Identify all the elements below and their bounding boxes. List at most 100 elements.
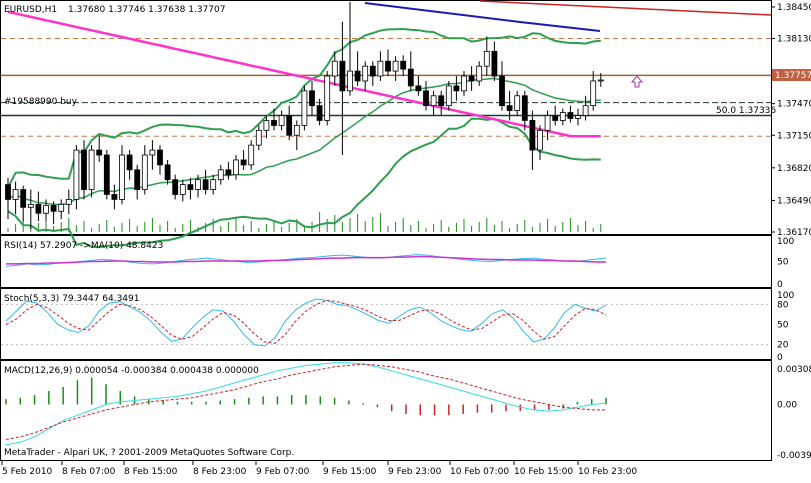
price-tick-label: 1.36170 (777, 228, 811, 238)
candle-body (43, 204, 49, 214)
candle-body (499, 75, 505, 107)
rsi-layer (5, 254, 607, 267)
candle-body (172, 179, 179, 195)
candle-body (400, 60, 407, 70)
candle-body (552, 115, 559, 121)
macd-panel-frame (0, 360, 772, 461)
candle-body (423, 90, 429, 107)
stoch-layer (1, 298, 771, 347)
candle-body (324, 75, 331, 121)
candle-body (233, 159, 239, 176)
candle-body (354, 70, 361, 82)
candle-body (12, 189, 19, 200)
candle-body (476, 65, 483, 82)
macd-label: MACD(12,26,9) 0.000054 -0.000384 0.00043… (4, 366, 259, 376)
time-tick-label: 8 Feb 15:00 (124, 467, 178, 477)
candle-body (126, 154, 133, 171)
current-price-tag-bg (772, 69, 811, 81)
time-tick-label: 5 Feb 2010 (2, 467, 53, 477)
price-tick-label: 1.36820 (777, 164, 811, 174)
candle-body (164, 164, 171, 181)
candle-body (111, 194, 118, 200)
candle-body (544, 115, 551, 131)
rsi-tick-label: 50 (777, 258, 789, 268)
candle-body (50, 204, 57, 212)
candle-body (263, 120, 270, 131)
candle-body (331, 60, 338, 77)
candle-body (461, 75, 467, 92)
price-tick-label: 1.37470 (777, 100, 811, 110)
copyright-label: MetaTrader - Alpari UK, ? 2001-2009 Meta… (4, 448, 294, 458)
candle-body (119, 154, 125, 200)
candle-body (362, 65, 369, 82)
candle-body (301, 90, 308, 126)
rsi-label: RSI(14) 57.2907 ->MA(10) 48.8423 (4, 241, 163, 251)
candle-body (5, 184, 11, 200)
time-tick-label: 8 Feb 07:00 (62, 467, 116, 477)
candle-body (369, 65, 376, 77)
time-tick-label: 9 Feb 07:00 (256, 467, 310, 477)
candle-body (225, 169, 232, 176)
axis-layer: 1.38450 1.38130 1.37470 1.37150 1.36820 1.364… (1, 3, 811, 477)
macd-signal-line (5, 363, 606, 440)
symbol-timeframe-label: EURUSD,H1 (4, 5, 57, 15)
macd-layer (5, 362, 607, 446)
candle-body (506, 105, 513, 111)
macd-main-line (5, 362, 607, 446)
macd-tick-label: -0.00397 (777, 451, 811, 461)
candle-body (217, 169, 224, 181)
candle-body (255, 129, 262, 146)
candle-body (377, 60, 384, 77)
rsi-ma-line (6, 255, 606, 265)
candle-body (392, 60, 399, 72)
candle-body (339, 60, 346, 92)
stoch-tick-label: 0 (777, 353, 783, 363)
price-layer (1, 0, 772, 249)
bollinger-upper-line (7, 27, 601, 189)
candle-body (134, 169, 141, 190)
stoch-main-line (5, 298, 607, 347)
macd-tick-label: 0.00308 (777, 365, 811, 375)
candle-body (293, 124, 300, 136)
candle-body (73, 149, 80, 200)
moving-average-blue-line (364, 2, 601, 32)
candle-body (210, 179, 217, 190)
order-label: #19588990 buy (4, 97, 78, 107)
candle-body (286, 115, 293, 136)
candle-body (58, 203, 65, 212)
time-tick-label: 10 Feb 07:00 (450, 467, 509, 477)
candle-body (195, 179, 201, 190)
candle-body (271, 120, 277, 126)
price-tick-label: 1.36490 (777, 196, 811, 206)
candle-body (149, 149, 156, 156)
candle-body (559, 112, 566, 121)
candle-body (27, 203, 34, 208)
stoch-tick-label: 20 (777, 341, 789, 351)
candle-body (430, 95, 437, 107)
candle-body (81, 149, 87, 190)
candle-body (514, 95, 521, 111)
stoch-signal-line (5, 299, 607, 344)
stoch-tick-label: 50 (777, 321, 789, 331)
moving-average-red-line (479, 0, 772, 16)
candle-body (483, 50, 490, 67)
candle-body (385, 60, 391, 72)
time-tick-label: 10 Feb 23:00 (578, 467, 637, 477)
stoch-tick-label: 100 (777, 291, 794, 301)
price-tick-label: 1.38450 (777, 3, 811, 13)
current-price-tag: 1.37757 (775, 71, 811, 81)
candle-body (157, 149, 163, 166)
candle-body (491, 50, 498, 77)
candle-body (103, 154, 110, 195)
candle-body (202, 179, 209, 190)
up-arrow-icon (630, 75, 644, 88)
candle-body (445, 85, 452, 107)
candle-body (35, 203, 42, 214)
rsi-tick-label: 0 (777, 280, 783, 290)
stoch-panel-frame (0, 288, 772, 360)
ohlc-values: 1.37680 1.37746 1.37638 1.37707 (68, 5, 225, 15)
candle-body (415, 85, 422, 92)
candle-body (96, 149, 103, 156)
